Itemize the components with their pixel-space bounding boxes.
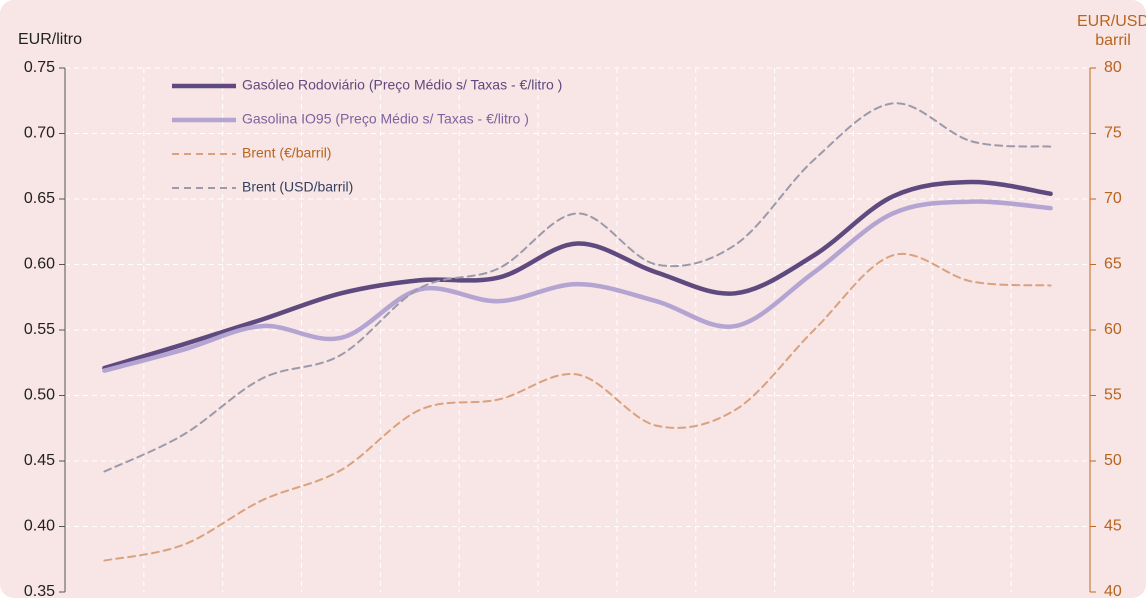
- y2-tick-label: 75: [1104, 125, 1122, 142]
- y-tick-label: 0.50: [24, 387, 55, 404]
- legend-label: Brent (€/barril): [242, 145, 331, 161]
- legend-label: Gasolina IO95 (Preço Médio s/ Taxas - €/…: [242, 111, 529, 127]
- y2-axis-title: EUR/USD: [1077, 13, 1146, 30]
- y-tick-label: 0.40: [24, 518, 55, 535]
- y-axis-title: EUR/litro: [18, 31, 82, 48]
- y2-tick-label: 55: [1104, 387, 1122, 404]
- line-series: [102, 179, 1053, 371]
- y-tick-label: 0.65: [24, 190, 55, 207]
- y-tick-label: 0.70: [24, 125, 55, 142]
- y2-tick-label: 80: [1104, 59, 1122, 76]
- y2-tick-label: 40: [1104, 583, 1122, 598]
- legend-label: Gasóleo Rodoviário (Preço Médio s/ Taxas…: [242, 77, 562, 93]
- y-tick-label: 0.45: [24, 452, 55, 469]
- line-series: [103, 102, 1052, 473]
- y2-tick-label: 65: [1104, 256, 1122, 273]
- y-tick-label: 0.75: [24, 59, 55, 76]
- line-series: [103, 252, 1052, 562]
- line-series: [102, 199, 1053, 373]
- y2-tick-label: 60: [1104, 321, 1122, 338]
- y2-axis-title: barril: [1095, 32, 1131, 49]
- legend-label: Brent (USD/barril): [242, 179, 353, 195]
- y2-tick-label: 70: [1104, 190, 1122, 207]
- y2-tick-label: 50: [1104, 452, 1122, 469]
- y-tick-label: 0.55: [24, 321, 55, 338]
- y-tick-label: 0.60: [24, 256, 55, 273]
- y2-tick-label: 45: [1104, 518, 1122, 535]
- y-tick-label: 0.35: [24, 583, 55, 598]
